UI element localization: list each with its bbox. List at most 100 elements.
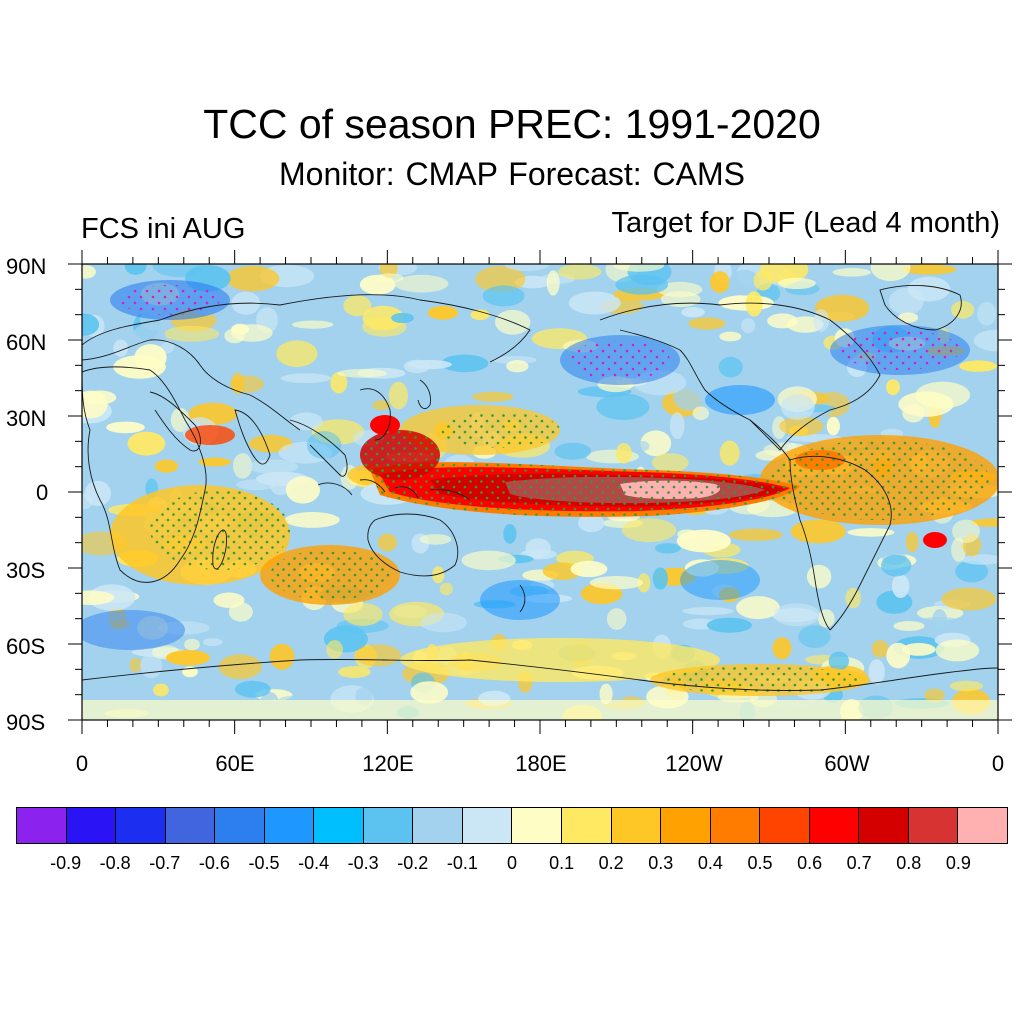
lat-tick-label: 30N [6,406,47,431]
field-patch [82,265,96,279]
field-patch [153,683,169,697]
field-patch [615,274,669,295]
field-patch [503,524,517,544]
colorbar-label: 0.3 [648,853,674,873]
field-patch [651,453,689,473]
field-patch [637,573,651,593]
field-patch [871,640,889,658]
field-patch [729,528,783,541]
field-patch [819,633,865,646]
field-patch [939,412,969,434]
colorbar-label: 0 [506,853,517,873]
field-patch [902,643,936,656]
field-patch [343,295,372,317]
field-patch [924,688,945,703]
colorbar-swatch [710,808,761,843]
colorbar-swatch [462,808,513,843]
field-patch [780,394,815,420]
field-patch [276,340,318,368]
lon-tick-label: 60W [824,751,870,776]
colorbar-label: 0.5 [747,853,773,873]
field-patch [886,642,911,669]
field-patch [961,554,998,565]
field-patch [636,441,650,452]
field-patch [337,368,388,378]
field-patch [685,371,702,382]
field-patch [599,683,613,705]
field-patch [441,354,489,373]
field-patch [767,313,798,329]
field-patch [357,340,373,359]
field-patch [427,306,459,320]
colorbar-label: -0.3 [347,853,379,873]
colorbar-label: -0.2 [397,853,429,873]
field-patch [280,373,332,384]
field-patch [330,372,348,394]
right-annotation: Target for DJF (Lead 4 month) [611,207,1000,239]
colorbar-swatch [413,808,463,843]
lon-tick-label: 120E [362,751,414,776]
field-patch [955,560,989,583]
field-patch [439,582,453,596]
field-patch [129,657,142,673]
field-patch [902,264,957,275]
colorbar-swatch [562,808,612,843]
field-patch [960,270,991,287]
field-patch [688,317,726,330]
field-patch [832,268,871,277]
lon-tick-label: 180E [515,751,567,776]
field-patch [570,560,608,578]
field-patch [777,277,816,289]
field-patch [506,360,529,373]
field-patch [952,519,980,544]
colorbar-swatch [661,808,711,843]
field-patch [306,431,342,460]
field-patch [525,538,551,559]
field-patch [941,587,997,611]
field-patch [657,281,703,298]
field-patch [891,574,910,598]
field-patch [669,412,685,440]
lat-tick-label: 60S [6,634,46,659]
colorbar-label: 0.4 [697,853,723,873]
field-patch [881,554,912,577]
field-patch [907,276,951,302]
colorbar-swatch [809,808,860,843]
field-patch [959,360,997,372]
field-patch [326,640,343,659]
field-patch [106,421,145,434]
colorbar-label: 0.9 [945,853,971,873]
field-patch [420,612,467,633]
lat-tick-label: 90S [6,710,46,735]
field-patch [226,265,280,292]
field-patch [284,512,340,528]
field-patch [826,416,840,436]
field-patch [435,543,450,567]
colorbar-label: -0.7 [149,853,181,873]
field-patch [971,518,998,527]
field-patch [127,431,166,456]
field-patch [676,529,731,553]
field-patch [377,533,397,552]
figure-title: TCC of season PREC: 1991-2020 [203,101,821,147]
lon-tick-label: 120W [665,751,723,776]
lon-tick-label: 0 [75,751,89,776]
field-patch [615,443,632,464]
field-patch [718,356,743,378]
field-patch [790,345,828,358]
field-patch [292,320,334,329]
field-patch [698,366,714,389]
field-patch [620,550,639,564]
field-patch [289,412,323,431]
field-patch [949,680,984,692]
field-patch [790,519,846,544]
field-patch [681,307,705,318]
field-patch [154,459,179,473]
field-patch [546,270,560,296]
field-patch [951,537,967,562]
field-patch [652,567,668,590]
field-patch [613,264,665,272]
left-annotation: FCS ini AUG [81,213,246,245]
field-patch [870,264,911,282]
